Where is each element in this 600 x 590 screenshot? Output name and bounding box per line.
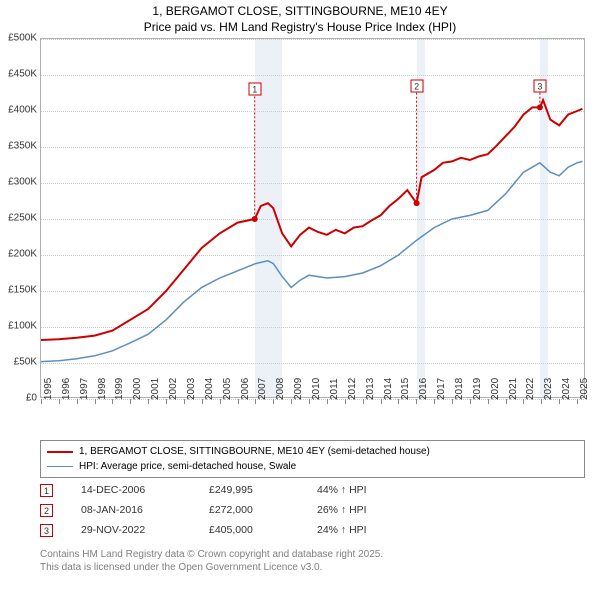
sale-row: 1 14-DEC-2006 £249,995 44% ↑ HPI (40, 480, 397, 500)
sale-date: 14-DEC-2006 (81, 484, 181, 496)
sale-marker: 2 (40, 504, 53, 517)
x-axis-label: 1999 (114, 378, 125, 400)
price-chart: 123 £0£50K£100K£150K£200K£250K£300K£350K… (40, 38, 585, 398)
x-axis-label: 2003 (186, 378, 197, 400)
sale-price: £405,000 (209, 524, 289, 536)
sale-row: 3 29-NOV-2022 £405,000 24% ↑ HPI (40, 520, 397, 540)
y-axis-label: £50K (14, 357, 37, 368)
x-axis-label: 2000 (132, 378, 143, 400)
sale-date: 08-JAN-2016 (81, 504, 181, 516)
x-axis-label: 2002 (168, 378, 179, 400)
x-axis-label: 1996 (61, 378, 72, 400)
legend-swatch (47, 466, 73, 467)
x-axis-label: 2013 (365, 378, 376, 400)
title-line1: 1, BERGAMOT CLOSE, SITTINGBOURNE, ME10 4… (0, 4, 600, 20)
sale-pct: 26% ↑ HPI (317, 504, 397, 516)
x-axis-label: 1995 (43, 378, 54, 400)
x-axis-label: 2017 (436, 378, 447, 400)
y-axis-label: £150K (8, 285, 37, 296)
footer-attribution: Contains HM Land Registry data © Crown c… (40, 548, 383, 574)
series-hpi (41, 161, 582, 361)
x-axis-label: 2019 (472, 378, 483, 400)
sale-date: 29-NOV-2022 (81, 524, 181, 536)
sale-pct: 24% ↑ HPI (317, 524, 397, 536)
sale-marker: 3 (40, 524, 53, 537)
x-axis-label: 2020 (490, 378, 501, 400)
x-axis-label: 2004 (204, 378, 215, 400)
legend: 1, BERGAMOT CLOSE, SITTINGBOURNE, ME10 4… (40, 440, 585, 478)
footer-line2: This data is licensed under the Open Gov… (40, 561, 383, 574)
x-axis-label: 1997 (79, 378, 90, 400)
x-axis-label: 2018 (454, 378, 465, 400)
x-axis-label: 2011 (329, 378, 340, 400)
x-axis-label: 2009 (293, 378, 304, 400)
x-axis-label: 2005 (222, 378, 233, 400)
x-axis-label: 2015 (400, 378, 411, 400)
y-axis-label: £0 (26, 393, 37, 404)
sale-pct: 44% ↑ HPI (317, 484, 397, 496)
x-axis-label: 2022 (525, 378, 536, 400)
sales-table: 1 14-DEC-2006 £249,995 44% ↑ HPI 2 08-JAN-201… (40, 480, 397, 540)
legend-label: HPI: Average price, semi-detached house,… (79, 459, 296, 474)
y-axis-label: £350K (8, 141, 37, 152)
sale-price: £272,000 (209, 504, 289, 516)
x-axis-label: 2008 (275, 378, 286, 400)
y-axis-label: £200K (8, 249, 37, 260)
x-axis-label: 2001 (150, 378, 161, 400)
x-axis-label: 2016 (418, 378, 429, 400)
x-axis-label: 2006 (240, 378, 251, 400)
y-axis-label: £250K (8, 213, 37, 224)
y-axis-label: £450K (8, 69, 37, 80)
x-axis-label: 2007 (257, 378, 268, 400)
footer-line1: Contains HM Land Registry data © Crown c… (40, 548, 383, 561)
title-line2: Price paid vs. HM Land Registry's House … (0, 20, 600, 36)
legend-item: 1, BERGAMOT CLOSE, SITTINGBOURNE, ME10 4… (47, 444, 578, 459)
y-axis-label: £100K (8, 321, 37, 332)
x-axis-label: 2010 (311, 378, 322, 400)
chart-marker-1: 1 (248, 83, 261, 96)
x-axis-label: 2021 (508, 378, 519, 400)
y-axis-label: £300K (8, 177, 37, 188)
legend-label: 1, BERGAMOT CLOSE, SITTINGBOURNE, ME10 4… (79, 444, 430, 459)
sale-row: 2 08-JAN-2016 £272,000 26% ↑ HPI (40, 500, 397, 520)
legend-swatch (47, 451, 73, 453)
x-axis-label: 2025 (579, 378, 590, 400)
x-axis-label: 2023 (543, 378, 554, 400)
y-axis-label: £500K (8, 33, 37, 44)
series-price_paid (41, 100, 582, 340)
sale-price: £249,995 (209, 484, 289, 496)
y-axis-label: £400K (8, 105, 37, 116)
x-axis-label: 2012 (347, 378, 358, 400)
chart-marker-2: 2 (410, 79, 423, 92)
x-axis-label: 2024 (561, 378, 572, 400)
sale-marker: 1 (40, 484, 53, 497)
x-axis-label: 1998 (97, 378, 108, 400)
chart-marker-3: 3 (533, 79, 546, 92)
x-axis-label: 2014 (383, 378, 394, 400)
legend-item: HPI: Average price, semi-detached house,… (47, 459, 578, 474)
